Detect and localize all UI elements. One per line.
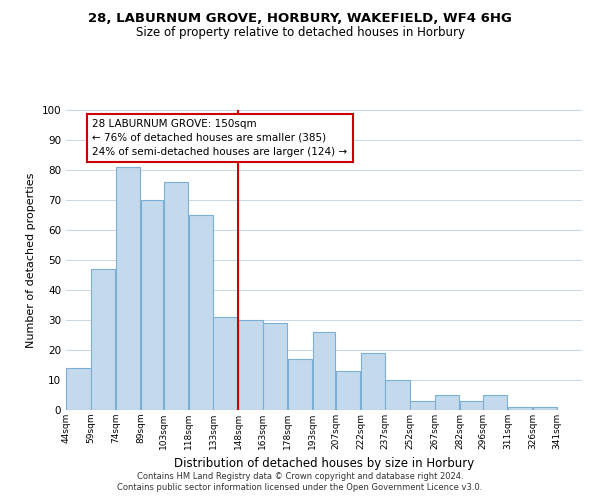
Y-axis label: Number of detached properties: Number of detached properties xyxy=(26,172,36,348)
Bar xyxy=(116,167,140,410)
Bar xyxy=(288,359,312,410)
Text: Contains HM Land Registry data © Crown copyright and database right 2024.: Contains HM Land Registry data © Crown c… xyxy=(137,472,463,481)
Text: Size of property relative to detached houses in Horbury: Size of property relative to detached ho… xyxy=(136,26,464,39)
Bar xyxy=(66,368,91,410)
Bar xyxy=(361,353,385,410)
Bar xyxy=(410,401,434,410)
Bar xyxy=(385,380,410,410)
Bar xyxy=(91,269,115,410)
Text: 28 LABURNUM GROVE: 150sqm
← 76% of detached houses are smaller (385)
24% of semi: 28 LABURNUM GROVE: 150sqm ← 76% of detac… xyxy=(92,119,347,157)
Bar xyxy=(483,395,508,410)
Text: Contains public sector information licensed under the Open Government Licence v3: Contains public sector information licen… xyxy=(118,484,482,492)
Bar xyxy=(263,323,287,410)
Bar xyxy=(164,182,188,410)
X-axis label: Distribution of detached houses by size in Horbury: Distribution of detached houses by size … xyxy=(174,458,474,470)
Bar xyxy=(508,407,532,410)
Bar xyxy=(336,371,360,410)
Bar xyxy=(140,200,163,410)
Bar xyxy=(435,395,460,410)
Bar xyxy=(533,407,557,410)
Bar xyxy=(313,332,335,410)
Bar xyxy=(238,320,263,410)
Bar xyxy=(214,317,238,410)
Bar xyxy=(460,401,482,410)
Bar xyxy=(188,215,213,410)
Text: 28, LABURNUM GROVE, HORBURY, WAKEFIELD, WF4 6HG: 28, LABURNUM GROVE, HORBURY, WAKEFIELD, … xyxy=(88,12,512,26)
